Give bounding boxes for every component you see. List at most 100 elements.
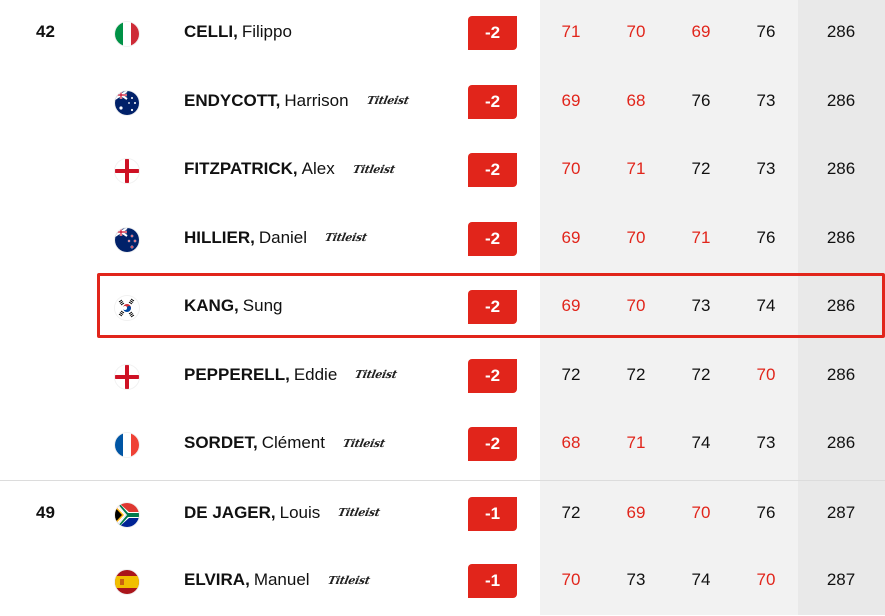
- round-4-score: 74: [756, 296, 776, 315]
- new-zealand-flag-icon: [115, 227, 139, 252]
- italy-flag-icon: [115, 22, 139, 46]
- france-flag-icon: [115, 433, 139, 457]
- player-surname: SORDET,: [184, 433, 258, 452]
- round-4-score: 73: [756, 159, 776, 178]
- round-3-score: 76: [691, 90, 711, 110]
- round-4-score: 76: [756, 22, 776, 41]
- player-name[interactable]: DE JAGER, Louis Titleist: [184, 502, 382, 523]
- leaderboard-row[interactable]: ELVIRA, Manuel Titleist -1 70 73 74 70 2…: [0, 548, 885, 616]
- round-3-score: 74: [691, 570, 711, 589]
- spain-flag-icon: [115, 570, 139, 594]
- player-surname: HILLIER,: [184, 227, 255, 247]
- to-par-badge: -2: [468, 16, 517, 50]
- round-3-score: 74: [691, 433, 711, 452]
- round-1-score: 72: [561, 364, 581, 384]
- player-name[interactable]: CELLI, Filippo: [184, 22, 292, 42]
- player-surname: KANG,: [184, 296, 239, 315]
- sponsor-logo: Titleist: [326, 573, 371, 587]
- to-par-badge: -2: [468, 427, 517, 461]
- round-2-score: 68: [626, 90, 646, 110]
- round-2-score: 70: [626, 227, 646, 247]
- to-par-badge: -2: [468, 84, 517, 119]
- to-par-badge: -2: [468, 358, 517, 393]
- leaderboard-row[interactable]: HILLIER, Daniel Titleist -2 69 70 71 76 …: [0, 206, 885, 274]
- total-score: 286: [826, 159, 856, 178]
- to-par-badge: -1: [468, 496, 517, 531]
- south-korea-flag-icon: [115, 296, 139, 320]
- england-flag-icon: [115, 159, 139, 183]
- player-name[interactable]: FITZPATRICK, Alex Titleist: [184, 159, 396, 179]
- player-given-name: Sung: [242, 296, 283, 315]
- total-score: 286: [826, 364, 856, 384]
- australia-flag-icon: [115, 90, 139, 115]
- round-1-score: 69: [561, 296, 581, 315]
- to-par-badge: -2: [468, 221, 517, 256]
- round-4-score: 70: [756, 570, 776, 589]
- player-surname: ENDYCOTT,: [184, 90, 281, 110]
- leaderboard-row[interactable]: PEPPERELL, Eddie Titleist -2 72 72 72 70…: [0, 343, 885, 411]
- player-name[interactable]: KANG, Sung: [184, 296, 282, 316]
- player-name[interactable]: PEPPERELL, Eddie Titleist: [184, 364, 398, 385]
- leaderboard-row[interactable]: ENDYCOTT, Harrison Titleist -2 69 68 76 …: [0, 69, 885, 137]
- player-name[interactable]: ELVIRA, Manuel Titleist: [184, 570, 371, 590]
- to-par-badge: -2: [468, 153, 517, 187]
- round-2-score: 70: [626, 22, 646, 41]
- round-2-score: 71: [626, 159, 646, 178]
- player-given-name: Daniel: [258, 227, 308, 247]
- sponsor-logo: Titleist: [336, 506, 382, 519]
- total-score: 286: [826, 22, 856, 41]
- total-score: 286: [826, 90, 856, 110]
- player-given-name: Alex: [301, 159, 335, 178]
- round-1-score: 68: [561, 433, 581, 452]
- total-score: 286: [826, 227, 856, 247]
- player-given-name: Eddie: [293, 364, 338, 384]
- round-2-score: 73: [626, 570, 646, 589]
- round-1-score: 71: [561, 22, 581, 41]
- player-given-name: Filippo: [241, 22, 292, 41]
- player-name[interactable]: ENDYCOTT, Harrison Titleist: [184, 90, 410, 111]
- round-3-score: 72: [691, 364, 711, 384]
- sponsor-logo: Titleist: [341, 436, 387, 450]
- south-africa-flag-icon: [115, 502, 139, 527]
- leaderboard-row[interactable]: FITZPATRICK, Alex Titleist -2 70 71 72 7…: [0, 137, 885, 205]
- sponsor-logo: Titleist: [323, 231, 369, 244]
- round-2-score: 72: [626, 364, 646, 384]
- total-column-background: [798, 0, 885, 615]
- round-4-score: 73: [756, 90, 776, 110]
- player-given-name: Louis: [279, 502, 321, 522]
- round-3-score: 73: [691, 296, 711, 315]
- player-name[interactable]: HILLIER, Daniel Titleist: [184, 227, 369, 248]
- to-par-badge: -1: [468, 564, 517, 598]
- player-surname: ELVIRA,: [184, 570, 250, 589]
- player-surname: PEPPERELL,: [184, 364, 290, 384]
- round-3-score: 72: [691, 159, 711, 178]
- player-surname: FITZPATRICK,: [184, 159, 298, 178]
- england-flag-icon: [115, 364, 139, 389]
- round-3-score: 69: [691, 22, 711, 41]
- total-score: 286: [826, 296, 856, 315]
- player-given-name: Clément: [261, 433, 325, 452]
- leaderboard-row[interactable]: 49 DE JAGER, Louis Titleist -1 72 69 70 …: [0, 479, 885, 549]
- round-2-score: 71: [626, 433, 646, 452]
- sponsor-logo: Titleist: [351, 162, 396, 176]
- position: 42: [36, 22, 55, 41]
- player-name[interactable]: SORDET, Clément Titleist: [184, 433, 387, 453]
- round-4-score: 76: [756, 227, 776, 247]
- total-score: 287: [826, 502, 856, 522]
- round-1-score: 69: [561, 90, 581, 110]
- leaderboard-row[interactable]: SORDET, Clément Titleist -2 68 71 74 73 …: [0, 411, 885, 479]
- position: 49: [36, 502, 55, 522]
- round-4-score: 70: [756, 364, 776, 384]
- player-given-name: Harrison: [284, 90, 349, 110]
- round-2-score: 69: [626, 502, 646, 522]
- sponsor-logo: Titleist: [365, 94, 410, 107]
- leaderboard-row[interactable]: KANG, Sung -2 69 70 73 74 286: [0, 273, 885, 342]
- round-1-score: 70: [561, 159, 581, 178]
- round-1-score: 72: [561, 502, 581, 522]
- round-1-score: 69: [561, 227, 581, 247]
- total-score: 286: [826, 433, 856, 452]
- leaderboard-row[interactable]: 42 CELLI, Filippo -2 71 70 69 76 286: [0, 0, 885, 68]
- round-2-score: 70: [626, 296, 646, 315]
- round-4-score: 73: [756, 433, 776, 452]
- round-3-score: 70: [691, 502, 711, 522]
